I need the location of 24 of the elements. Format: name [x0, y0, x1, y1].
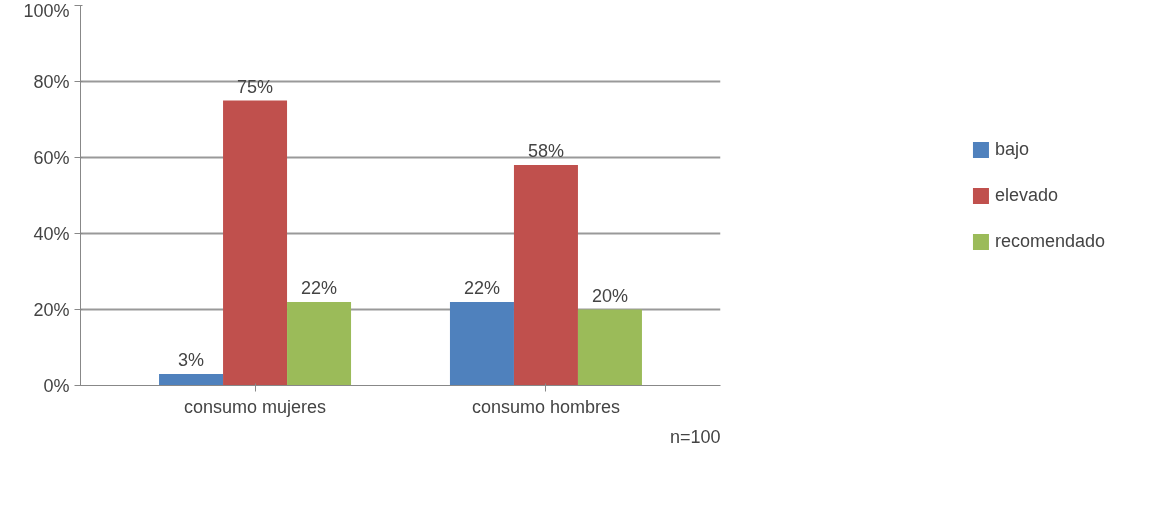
x-tick-label: consumo mujeres [184, 396, 327, 417]
data-label: 22% [463, 277, 500, 298]
bar [449, 301, 514, 386]
legend-label: recomendado [994, 230, 1106, 252]
legend-label: bajo [994, 138, 1029, 160]
text: n=100 [669, 426, 721, 447]
data-label: 20% [591, 285, 628, 306]
bar [287, 301, 352, 386]
bar [159, 374, 224, 386]
data-label: 75% [237, 76, 274, 97]
y-tick-label: 60% [33, 147, 70, 168]
data-label: 22% [301, 277, 338, 298]
bar [577, 309, 642, 386]
y-tick-label: 80% [33, 71, 70, 92]
legend-label: elevado [994, 184, 1059, 206]
bar [223, 100, 288, 386]
x-tick-label: consumo hombres [471, 396, 620, 417]
data-label: 58% [527, 141, 564, 162]
y-tick-label: 40% [33, 223, 70, 244]
y-tick-label: 20% [33, 299, 70, 320]
y-tick-label: 0% [43, 375, 70, 396]
y-tick-label: 100% [23, 0, 70, 21]
data-label: 3% [178, 350, 205, 371]
bar [513, 165, 578, 386]
